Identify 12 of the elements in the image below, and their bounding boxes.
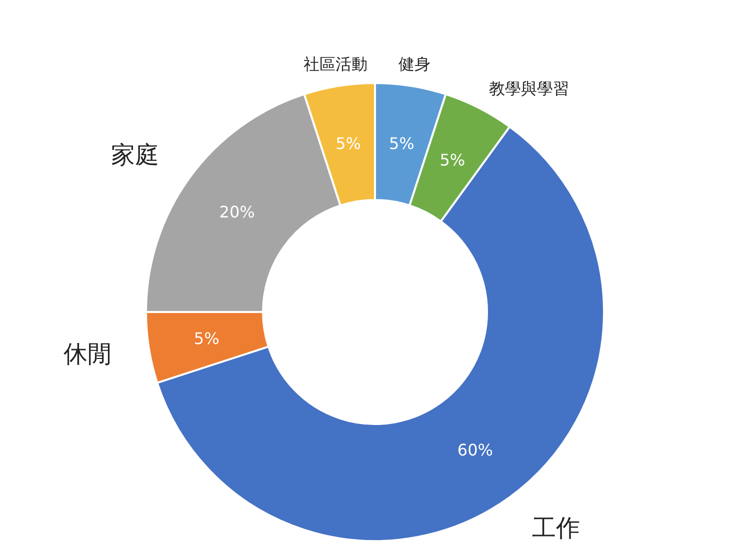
data-label: 5% xyxy=(440,150,466,170)
slice-label: 家庭 xyxy=(110,141,159,170)
slice-label: 健身 xyxy=(398,54,430,74)
slice-label: 休閒 xyxy=(63,340,112,368)
slice-label: 教學與學習 xyxy=(488,78,569,98)
data-label: 20% xyxy=(219,202,255,222)
slice-label: 工作 xyxy=(532,514,580,542)
data-label: 60% xyxy=(457,440,493,460)
data-label: 5% xyxy=(194,329,220,348)
data-label: 5% xyxy=(388,134,414,154)
data-label: 5% xyxy=(336,134,362,154)
slice-label: 社區活動 xyxy=(304,54,368,74)
